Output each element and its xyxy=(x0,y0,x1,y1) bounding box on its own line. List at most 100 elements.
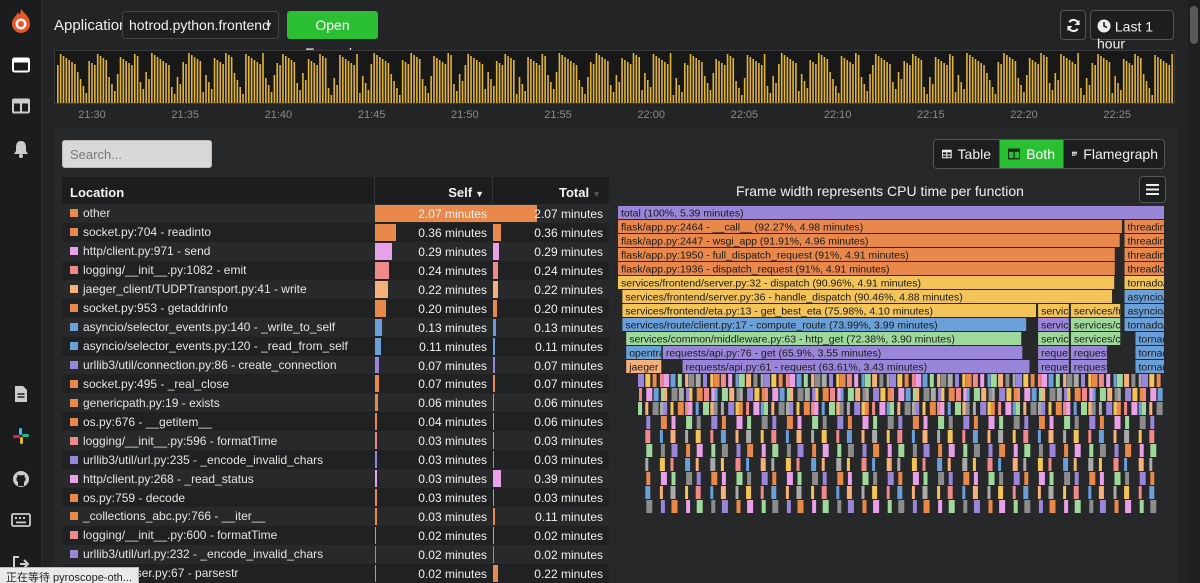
flame-frame-small[interactable] xyxy=(973,472,978,485)
flame-frame-small[interactable] xyxy=(846,458,850,471)
flame-frame-small[interactable] xyxy=(671,388,678,401)
flame-frame-small[interactable] xyxy=(695,374,701,387)
flame-frame-small[interactable] xyxy=(688,402,693,415)
flame-frame-small[interactable] xyxy=(1013,388,1018,401)
flame-frame-small[interactable] xyxy=(1066,402,1071,415)
flame-frame-small[interactable] xyxy=(721,500,728,513)
flame-frame-small[interactable] xyxy=(922,430,928,443)
flame-frame-small[interactable] xyxy=(814,402,819,415)
flame-frame-small[interactable] xyxy=(721,416,726,429)
flame-frame-small[interactable] xyxy=(1037,486,1041,499)
timeline-chart[interactable] xyxy=(54,50,1175,104)
flame-frame-small[interactable] xyxy=(713,402,718,415)
flame-frame-small[interactable] xyxy=(987,374,991,387)
flame-frame-small[interactable] xyxy=(796,458,800,471)
table-row[interactable]: http/client.py:268 - _read_status 0.03 mi… xyxy=(62,469,609,489)
flame-frame-small[interactable] xyxy=(929,374,934,387)
flame-frame-small[interactable] xyxy=(811,486,815,499)
flame-frame-small[interactable] xyxy=(710,430,714,443)
flame-frame-small[interactable] xyxy=(729,388,735,401)
flame-frame-small[interactable] xyxy=(1081,402,1087,415)
flame-frame-small[interactable] xyxy=(797,388,804,401)
flame-frame-small[interactable] xyxy=(1132,388,1138,401)
flame-frame-small[interactable] xyxy=(972,402,976,415)
flame-frame-small[interactable] xyxy=(1074,500,1081,513)
flame-frame-small[interactable] xyxy=(1064,500,1069,513)
flame-frame[interactable]: service xyxy=(1038,332,1074,346)
flame-frame-small[interactable] xyxy=(720,486,726,499)
flame-frame-small[interactable] xyxy=(821,374,827,387)
flame-frame-small[interactable] xyxy=(786,472,793,485)
flame-frame-small[interactable] xyxy=(786,388,791,401)
flame-frame-small[interactable] xyxy=(685,458,691,471)
flame-frame-small[interactable] xyxy=(714,388,718,401)
flame-frame-small[interactable] xyxy=(1024,416,1029,429)
flame-frame-small[interactable] xyxy=(739,388,743,401)
flame-frame-small[interactable] xyxy=(695,430,701,443)
flame-frame-small[interactable] xyxy=(711,416,718,429)
scrollbar-thumb[interactable] xyxy=(1190,6,1198,44)
flame-frame-small[interactable] xyxy=(670,486,676,499)
flame-frame-small[interactable] xyxy=(962,402,968,415)
search-input[interactable]: Search... xyxy=(62,140,212,168)
flame-frame[interactable]: flask/app.py:1936 - dispatch_request (91… xyxy=(618,262,1115,276)
flame-frame-small[interactable] xyxy=(1107,388,1113,401)
flame-frame-small[interactable] xyxy=(999,444,1006,457)
flame-frame-small[interactable] xyxy=(836,402,842,415)
flame-frame-small[interactable] xyxy=(1124,486,1130,499)
flame-frame-small[interactable] xyxy=(1116,374,1123,387)
flame-frame-small[interactable] xyxy=(772,444,779,457)
flame-frame-small[interactable] xyxy=(685,430,689,443)
table-row[interactable]: socket.py:953 - getaddrinfo 0.20 minutes 0… xyxy=(62,298,609,318)
flame-frame[interactable]: flask/app.py:1950 - full_dispatch_reques… xyxy=(618,248,1115,262)
flame-frame-small[interactable] xyxy=(887,388,892,401)
flame-frame-small[interactable] xyxy=(659,402,665,415)
flame-frame-small[interactable] xyxy=(652,402,659,415)
flame-frame-small[interactable] xyxy=(1067,388,1071,401)
flame-frame-small[interactable] xyxy=(796,486,802,499)
flame-frame-small[interactable] xyxy=(912,500,917,513)
table-row[interactable]: urllib3/util/url.py:232 - _encode_invali… xyxy=(62,544,609,564)
flame-frame-small[interactable] xyxy=(1156,402,1163,415)
flame-frame-small[interactable] xyxy=(1139,444,1144,457)
flame-frame-small[interactable] xyxy=(772,500,779,513)
flame-frame-small[interactable] xyxy=(948,500,955,513)
flame-frame-small[interactable] xyxy=(646,388,653,401)
flame-frame-small[interactable] xyxy=(999,388,1006,401)
flame-frame-small[interactable] xyxy=(686,472,693,485)
flame-frame-small[interactable] xyxy=(1138,430,1142,443)
flame-frame-small[interactable] xyxy=(1089,388,1094,401)
flame-frame-small[interactable] xyxy=(1142,402,1146,415)
flame-frame-small[interactable] xyxy=(873,388,880,401)
flame-frame-small[interactable] xyxy=(937,486,941,499)
flame-frame-small[interactable] xyxy=(836,374,840,387)
flame-frame-small[interactable] xyxy=(663,374,670,387)
flame-frame[interactable]: threadin xyxy=(1124,248,1166,262)
flame-frame-small[interactable] xyxy=(696,444,703,457)
flame-frame-small[interactable] xyxy=(771,458,775,471)
flame-frame-small[interactable] xyxy=(890,402,894,415)
flame-frame-small[interactable] xyxy=(873,416,878,429)
refresh-button[interactable] xyxy=(1060,10,1086,40)
flame-frame-small[interactable] xyxy=(898,388,905,401)
flame-frame-small[interactable] xyxy=(695,486,701,499)
open-example-button[interactable]: Open Example xyxy=(287,11,378,61)
flame-frame-small[interactable] xyxy=(1088,486,1092,499)
flame-frame-small[interactable] xyxy=(948,444,955,457)
flame-frame-small[interactable] xyxy=(987,430,991,443)
flame-frame[interactable]: requests/api.py:76 - get (65.9%, 3.55 mi… xyxy=(662,346,1023,360)
flame-frame-small[interactable] xyxy=(862,416,869,429)
flame-frame-small[interactable] xyxy=(711,444,716,457)
flame-frame-small[interactable] xyxy=(760,374,764,387)
flame-frame-small[interactable] xyxy=(922,458,926,471)
flame-frame-small[interactable] xyxy=(955,402,961,415)
flame-frame-small[interactable] xyxy=(988,500,993,513)
flame-frame-small[interactable] xyxy=(923,472,928,485)
flame-frame-small[interactable] xyxy=(812,472,819,485)
page-scrollbar[interactable] xyxy=(1188,0,1200,583)
flame-frame-small[interactable] xyxy=(929,402,936,415)
flame-frame-small[interactable] xyxy=(670,402,674,415)
flame-frame-small[interactable] xyxy=(1024,500,1031,513)
table-row[interactable]: os.py:759 - decode 0.03 minutes 0.03 minut… xyxy=(62,488,609,507)
flame-frame-small[interactable] xyxy=(923,388,930,401)
